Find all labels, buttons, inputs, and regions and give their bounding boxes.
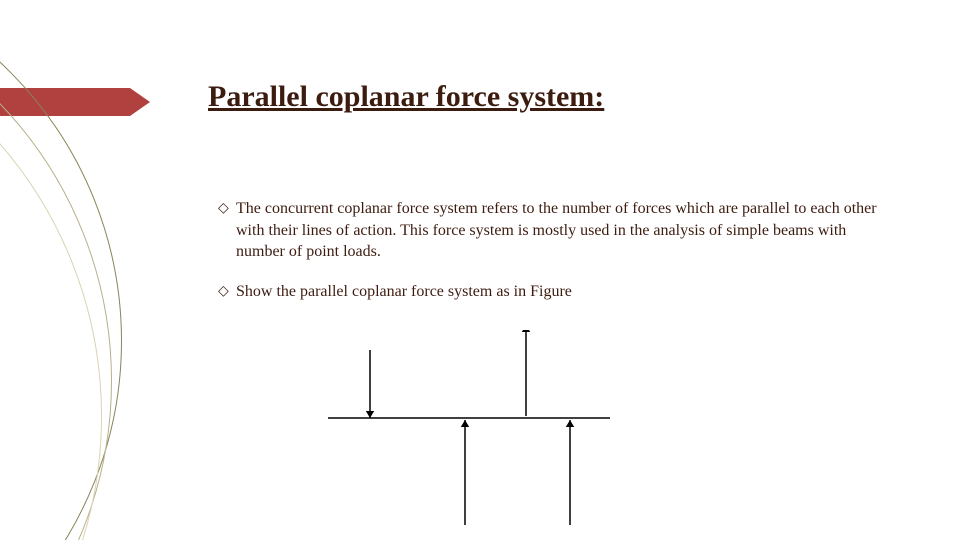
- bullet-list: ◇ The concurrent coplanar force system r…: [218, 198, 878, 320]
- bullet-text: The concurrent coplanar force system ref…: [236, 198, 878, 263]
- diagram-svg: [310, 330, 630, 530]
- bullet-text: Show the parallel coplanar force system …: [236, 281, 878, 303]
- list-item: ◇ Show the parallel coplanar force syste…: [218, 281, 878, 303]
- bullet-icon: ◇: [218, 281, 236, 302]
- accent-bar-tip: [130, 88, 150, 116]
- slide: Parallel coplanar force system: ◇ The co…: [0, 0, 960, 540]
- list-item: ◇ The concurrent coplanar force system r…: [218, 198, 878, 263]
- bullet-icon: ◇: [218, 198, 236, 219]
- force-diagram: [310, 330, 630, 530]
- page-title: Parallel coplanar force system:: [208, 80, 604, 114]
